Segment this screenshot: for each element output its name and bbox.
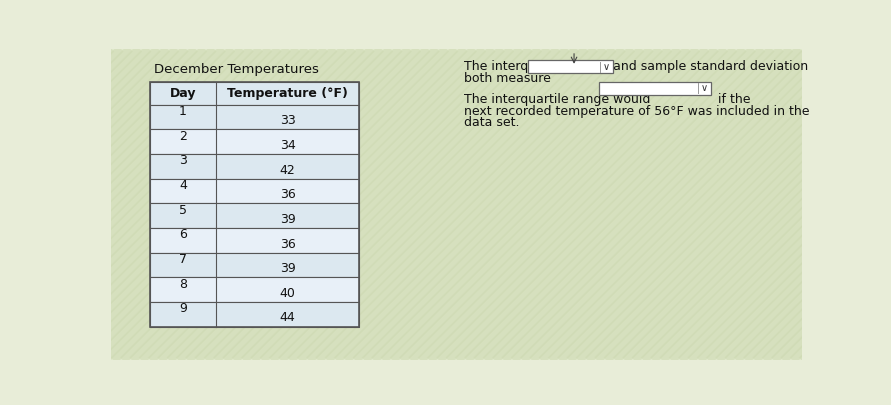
Bar [150,253,359,277]
Text: 2: 2 [179,130,187,143]
Text: data set.: data set. [464,116,519,129]
Text: 36: 36 [280,237,296,251]
Text: if the: if the [715,93,751,106]
Bar [150,82,359,105]
Text: ∨: ∨ [700,83,707,93]
Text: The interquartile range would: The interquartile range would [464,93,650,106]
Text: 6: 6 [179,228,187,241]
Text: 7: 7 [179,253,187,266]
Bar [150,130,359,154]
Text: December Temperatures: December Temperatures [154,62,319,76]
Text: 39: 39 [280,262,296,275]
Text: 39: 39 [280,213,296,226]
Bar [150,179,359,203]
Text: 44: 44 [280,311,296,324]
Bar [150,302,359,326]
Text: 1: 1 [179,105,187,118]
Bar [150,203,359,228]
Text: 4: 4 [179,179,187,192]
Bar [150,82,359,326]
Bar [599,82,711,95]
Bar [150,228,359,253]
Text: The interquartile range and sample standard deviation: The interquartile range and sample stand… [464,60,808,73]
Text: 42: 42 [280,164,296,177]
Bar [150,154,359,179]
Text: 9: 9 [179,302,187,315]
Text: 40: 40 [280,287,296,300]
Text: 3: 3 [179,154,187,168]
Text: 33: 33 [280,114,296,127]
Bar [150,105,359,130]
Text: ∨: ∨ [602,62,609,72]
Text: both measure: both measure [464,72,551,85]
Bar [150,277,359,302]
Text: Day: Day [170,87,196,100]
Text: 36: 36 [280,188,296,201]
Text: 8: 8 [179,278,187,291]
Text: Temperature (°F): Temperature (°F) [227,87,348,100]
Text: next recorded temperature of 56°F was included in the: next recorded temperature of 56°F was in… [464,105,810,118]
Bar [527,60,613,73]
Text: 34: 34 [280,139,296,152]
Text: 5: 5 [179,204,187,217]
